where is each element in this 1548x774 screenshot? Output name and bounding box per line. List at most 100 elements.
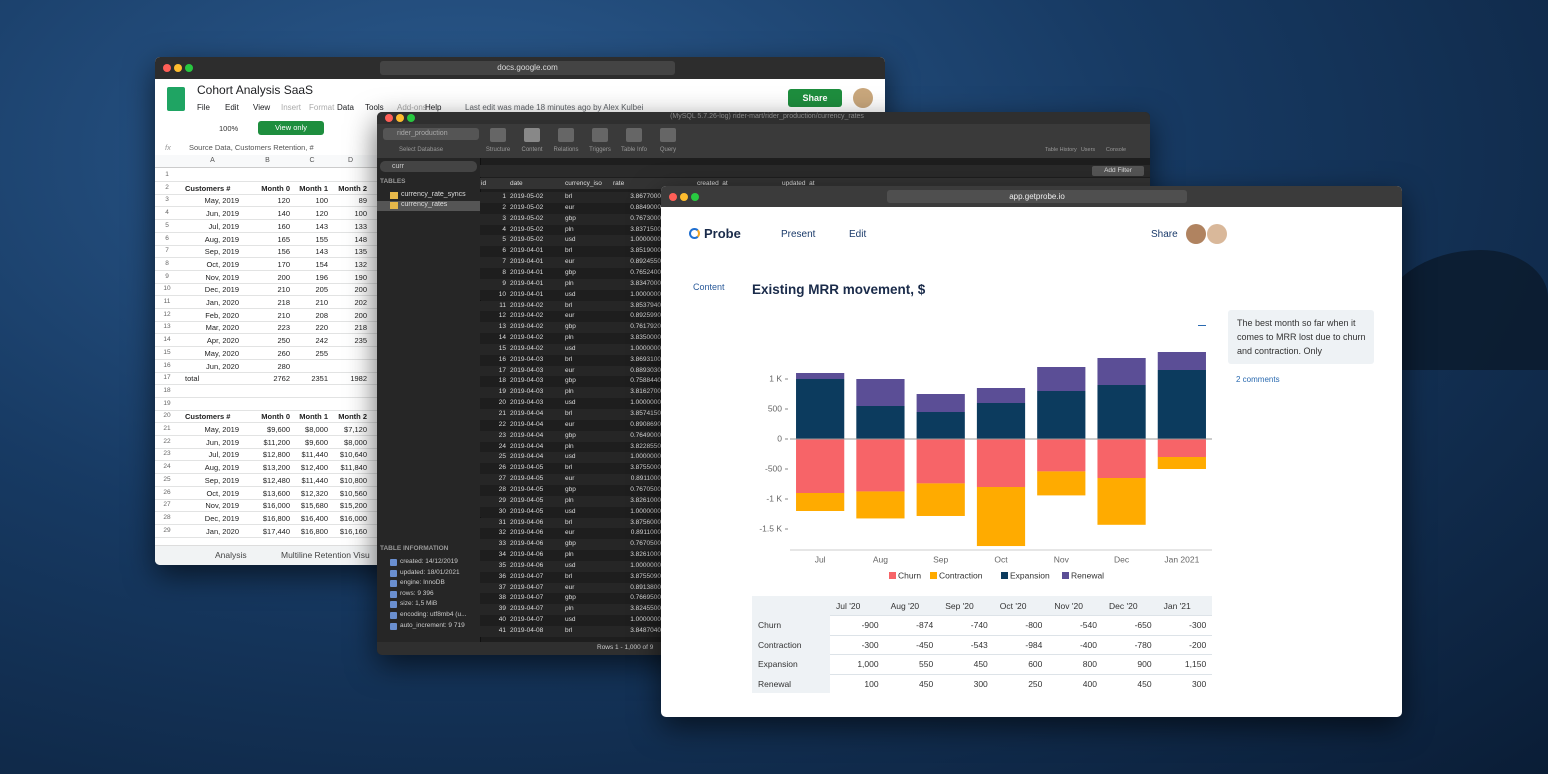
toolbar-label[interactable]: Relations — [553, 147, 579, 153]
table-cell: gbp — [565, 485, 576, 493]
add-filter[interactable]: Add Filter — [1092, 166, 1144, 176]
nav-link[interactable]: Present — [781, 229, 816, 240]
bar — [916, 483, 965, 516]
sidebar-link[interactable]: Content — [693, 282, 725, 292]
column-header[interactable]: updated_at — [782, 180, 815, 187]
chart-title: Existing MRR movement, $ — [752, 282, 926, 297]
window-control[interactable] — [669, 193, 677, 201]
table-cell: usd — [565, 561, 576, 569]
table-cell: 2019-04-03 — [510, 399, 544, 407]
comments-link[interactable]: 2 comments — [1236, 375, 1280, 384]
menu-item[interactable]: Format — [309, 103, 335, 112]
legend-label: Churn — [898, 570, 921, 580]
window-control[interactable] — [174, 64, 182, 72]
row-line — [752, 654, 1212, 655]
table-cell: 17 — [498, 366, 506, 374]
table-cell: -800 — [1025, 620, 1043, 630]
toolbar-icon[interactable] — [626, 128, 642, 142]
avatar[interactable] — [1207, 224, 1227, 244]
export-icon[interactable] — [1198, 317, 1206, 326]
cell: $10,560 — [339, 488, 367, 498]
table-cell: 2019-04-01 — [510, 279, 544, 287]
table-cell: 0.8849000 — [630, 203, 661, 211]
column-header[interactable]: currency_iso — [565, 180, 602, 187]
toolbar-icon[interactable] — [660, 128, 676, 142]
window-control[interactable] — [396, 114, 404, 122]
table-cell: pln — [565, 225, 574, 233]
table-name[interactable]: currency_rates — [401, 201, 448, 208]
zoom[interactable]: 100% — [219, 124, 239, 133]
table-cell: 0.8911000 — [630, 529, 661, 537]
window-control[interactable] — [163, 64, 171, 72]
cell: 165 — [277, 234, 290, 244]
table-cell: -874 — [916, 620, 934, 630]
column-header[interactable]: date — [510, 180, 523, 187]
table-cell: 2019-04-02 — [510, 334, 544, 342]
toolbar-label[interactable]: Console — [1105, 147, 1127, 153]
cell: 223 — [277, 323, 290, 333]
window-control[interactable] — [185, 64, 193, 72]
brand[interactable]: Probe — [704, 226, 741, 241]
table-cell: gbp — [565, 594, 576, 602]
menu-item[interactable]: View — [253, 103, 271, 112]
menu-item[interactable]: Tools — [365, 103, 384, 112]
nav-link[interactable]: Edit — [849, 229, 867, 240]
table-cell: 2019-04-07 — [510, 583, 544, 591]
window-control[interactable] — [680, 193, 688, 201]
last-edit[interactable]: Last edit was made 18 minutes ago by Ale… — [465, 103, 644, 112]
toolbar-label[interactable]: Structure — [485, 147, 511, 153]
toolbar-label[interactable]: Triggers — [589, 147, 611, 153]
toolbar-label[interactable]: Content — [521, 147, 543, 153]
table-cell: 2019-04-04 — [510, 453, 544, 461]
cell: Jan, 2020 — [206, 526, 239, 536]
cell: Aug, 2019 — [204, 463, 239, 473]
table-name[interactable]: currency_rate_syncs — [401, 191, 466, 198]
share-link[interactable]: Share — [1151, 229, 1178, 240]
menu-item[interactable]: Data — [337, 103, 354, 112]
menu-item[interactable]: Insert — [281, 103, 302, 112]
menu-item[interactable]: Edit — [225, 103, 239, 112]
cell: Month 0 — [261, 412, 290, 422]
window-control[interactable] — [407, 114, 415, 122]
cell: 210 — [277, 285, 290, 295]
url-field: docs.google.com — [380, 61, 675, 75]
window-control[interactable] — [385, 114, 393, 122]
sheet-tab[interactable]: Multiline Retention Visu — [281, 550, 370, 560]
toolbar-label[interactable]: Users — [1080, 147, 1096, 153]
y-tick-label: 0 — [777, 433, 782, 443]
table-cell: 0.8913800 — [630, 583, 661, 591]
column-header[interactable]: rate — [613, 180, 625, 187]
toolbar-icon[interactable] — [592, 128, 608, 142]
probe-window[interactable]: app.getprobe.io Probe Present Edit Share Cont… — [661, 186, 1402, 717]
search-field[interactable]: curr — [380, 161, 477, 172]
table-cell: 3.8228550 — [630, 442, 661, 450]
column-header[interactable]: created_at — [697, 180, 728, 187]
table-cell: 3 — [502, 214, 506, 222]
toolbar-label[interactable]: Query — [659, 147, 677, 153]
avatar[interactable] — [1186, 224, 1206, 244]
bar — [1037, 471, 1086, 496]
table-cell: -780 — [1134, 639, 1152, 650]
view-only[interactable]: View only — [258, 121, 324, 135]
menu-item[interactable]: File — [197, 103, 210, 112]
table-cell: 41 — [498, 627, 506, 634]
table-cell: 2019-04-03 — [510, 366, 544, 374]
database-select[interactable]: rider_production — [383, 128, 479, 140]
toolbar-icon[interactable] — [524, 128, 540, 142]
window-control[interactable] — [691, 193, 699, 201]
chart: 1 K 500 0 -500 -1 K -1.5 K Jul Aug Sep Oct Nov Dec J… — [759, 352, 1212, 580]
toolbar-label[interactable]: Table History — [1045, 147, 1077, 153]
toolbar-label[interactable]: Table Info — [620, 147, 648, 153]
doc-title[interactable]: Cohort Analysis SaaS — [197, 83, 314, 97]
table-cell: usd — [565, 290, 576, 298]
sheet-tab[interactable]: Analysis — [215, 550, 247, 560]
avatar[interactable] — [853, 88, 873, 108]
column-header: C — [309, 157, 315, 164]
column-header[interactable]: id — [481, 180, 487, 187]
toolbar-icon[interactable] — [558, 128, 574, 142]
toolbar-icon[interactable] — [490, 128, 506, 142]
menu-item[interactable]: Help — [425, 103, 442, 112]
menu-item[interactable]: Add-ons — [397, 103, 427, 112]
share-button[interactable]: Share — [788, 89, 842, 107]
table-cell: 2019-04-03 — [510, 355, 544, 363]
